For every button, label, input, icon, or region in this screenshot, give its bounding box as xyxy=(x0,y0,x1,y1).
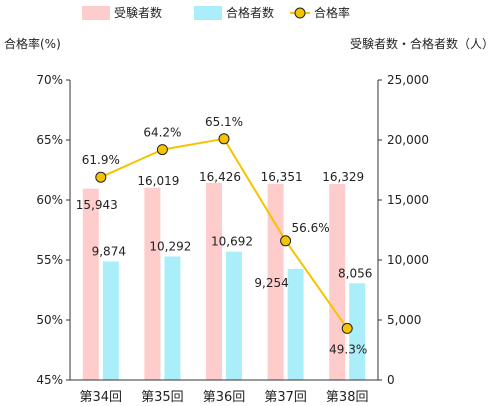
rate-point xyxy=(95,171,107,183)
examinees-value-label: 16,329 xyxy=(322,170,364,184)
y-right-axis: 25,000 20,000 15,000 10,000 5,000 0 xyxy=(377,73,429,387)
rate-line-group xyxy=(95,133,353,334)
x-axis: 第34回 第35回 第36回 第37回 第38回 xyxy=(70,379,378,405)
bar-examinees xyxy=(206,182,222,380)
passers-value-label: 9,254 xyxy=(254,276,288,290)
bar-examinees xyxy=(144,187,161,380)
y-left-tick-label: 65% xyxy=(36,133,63,147)
examinees-value-label: 16,426 xyxy=(199,170,241,184)
bar-passers xyxy=(287,268,304,380)
rate-value-label: 65.1% xyxy=(205,115,243,129)
y-left-tick-label: 50% xyxy=(36,313,63,327)
legend-passers-swatch xyxy=(194,6,222,20)
y-left-tick-label: 60% xyxy=(36,193,63,207)
examinees-value-label: 16,351 xyxy=(261,170,303,184)
rate-point xyxy=(218,133,230,145)
y-right-tick-label: 5,000 xyxy=(387,313,421,327)
passers-value-label: 9,874 xyxy=(92,245,126,259)
y-right-tick-label: 25,000 xyxy=(387,73,429,87)
y-left-axis-title: 合格率(%) xyxy=(4,36,61,51)
rate-value-label: 49.3% xyxy=(329,342,367,356)
passers-value-label: 10,692 xyxy=(211,235,253,249)
bar-labels: 15,943 9,874 16,019 10,292 16,426 10,692 16,35… xyxy=(76,170,373,290)
bar-passers xyxy=(102,261,119,380)
x-tick-label: 第37回 xyxy=(264,390,307,405)
bar-passers xyxy=(349,283,366,380)
passers-value-label: 8,056 xyxy=(338,266,372,280)
rate-labels: 61.9% 64.2% 65.1% 56.6% 49.3% xyxy=(82,115,368,357)
y-right-tick-label: 0 xyxy=(387,373,395,387)
y-right-tick-label: 10,000 xyxy=(387,253,429,267)
y-right-tick-label: 20,000 xyxy=(387,133,429,147)
examinees-value-label: 16,019 xyxy=(137,174,179,188)
bar-group xyxy=(82,182,366,380)
x-tick-label: 第38回 xyxy=(326,390,369,405)
rate-value-label: 61.9% xyxy=(82,153,120,167)
rate-point xyxy=(280,235,292,247)
rate-point xyxy=(341,322,353,334)
y-left-tick-label: 70% xyxy=(36,73,63,87)
x-tick-label: 第36回 xyxy=(203,390,246,405)
y-right-axis-title: 受験者数・合格者数（人） xyxy=(350,36,494,51)
legend-rate-label: 合格率 xyxy=(314,5,350,20)
rate-point xyxy=(156,144,168,156)
rate-value-label: 56.6% xyxy=(292,221,330,235)
legend-rate-marker xyxy=(294,7,306,19)
legend-examinees-swatch xyxy=(82,6,110,20)
bar-examinees xyxy=(82,188,99,380)
x-tick-label: 第35回 xyxy=(141,390,184,405)
passers-value-label: 10,292 xyxy=(149,239,191,253)
legend: 受験者数 合格者数 合格率 xyxy=(82,5,350,20)
legend-passers-label: 合格者数 xyxy=(226,5,274,20)
y-left-tick-label: 45% xyxy=(36,373,63,387)
bar-examinees xyxy=(267,183,284,380)
x-tick-label: 第34回 xyxy=(80,390,123,405)
rate-value-label: 64.2% xyxy=(143,126,181,140)
legend-examinees-label: 受験者数 xyxy=(114,5,162,20)
bar-examinees xyxy=(329,184,346,380)
y-left-tick-label: 55% xyxy=(36,253,63,267)
bar-passers xyxy=(164,256,181,380)
examinees-value-label: 15,943 xyxy=(76,198,118,212)
y-right-tick-label: 15,000 xyxy=(387,193,429,207)
bar-passers xyxy=(226,251,242,380)
y-left-axis: 70% 65% 60% 55% 50% 45% xyxy=(36,73,71,387)
